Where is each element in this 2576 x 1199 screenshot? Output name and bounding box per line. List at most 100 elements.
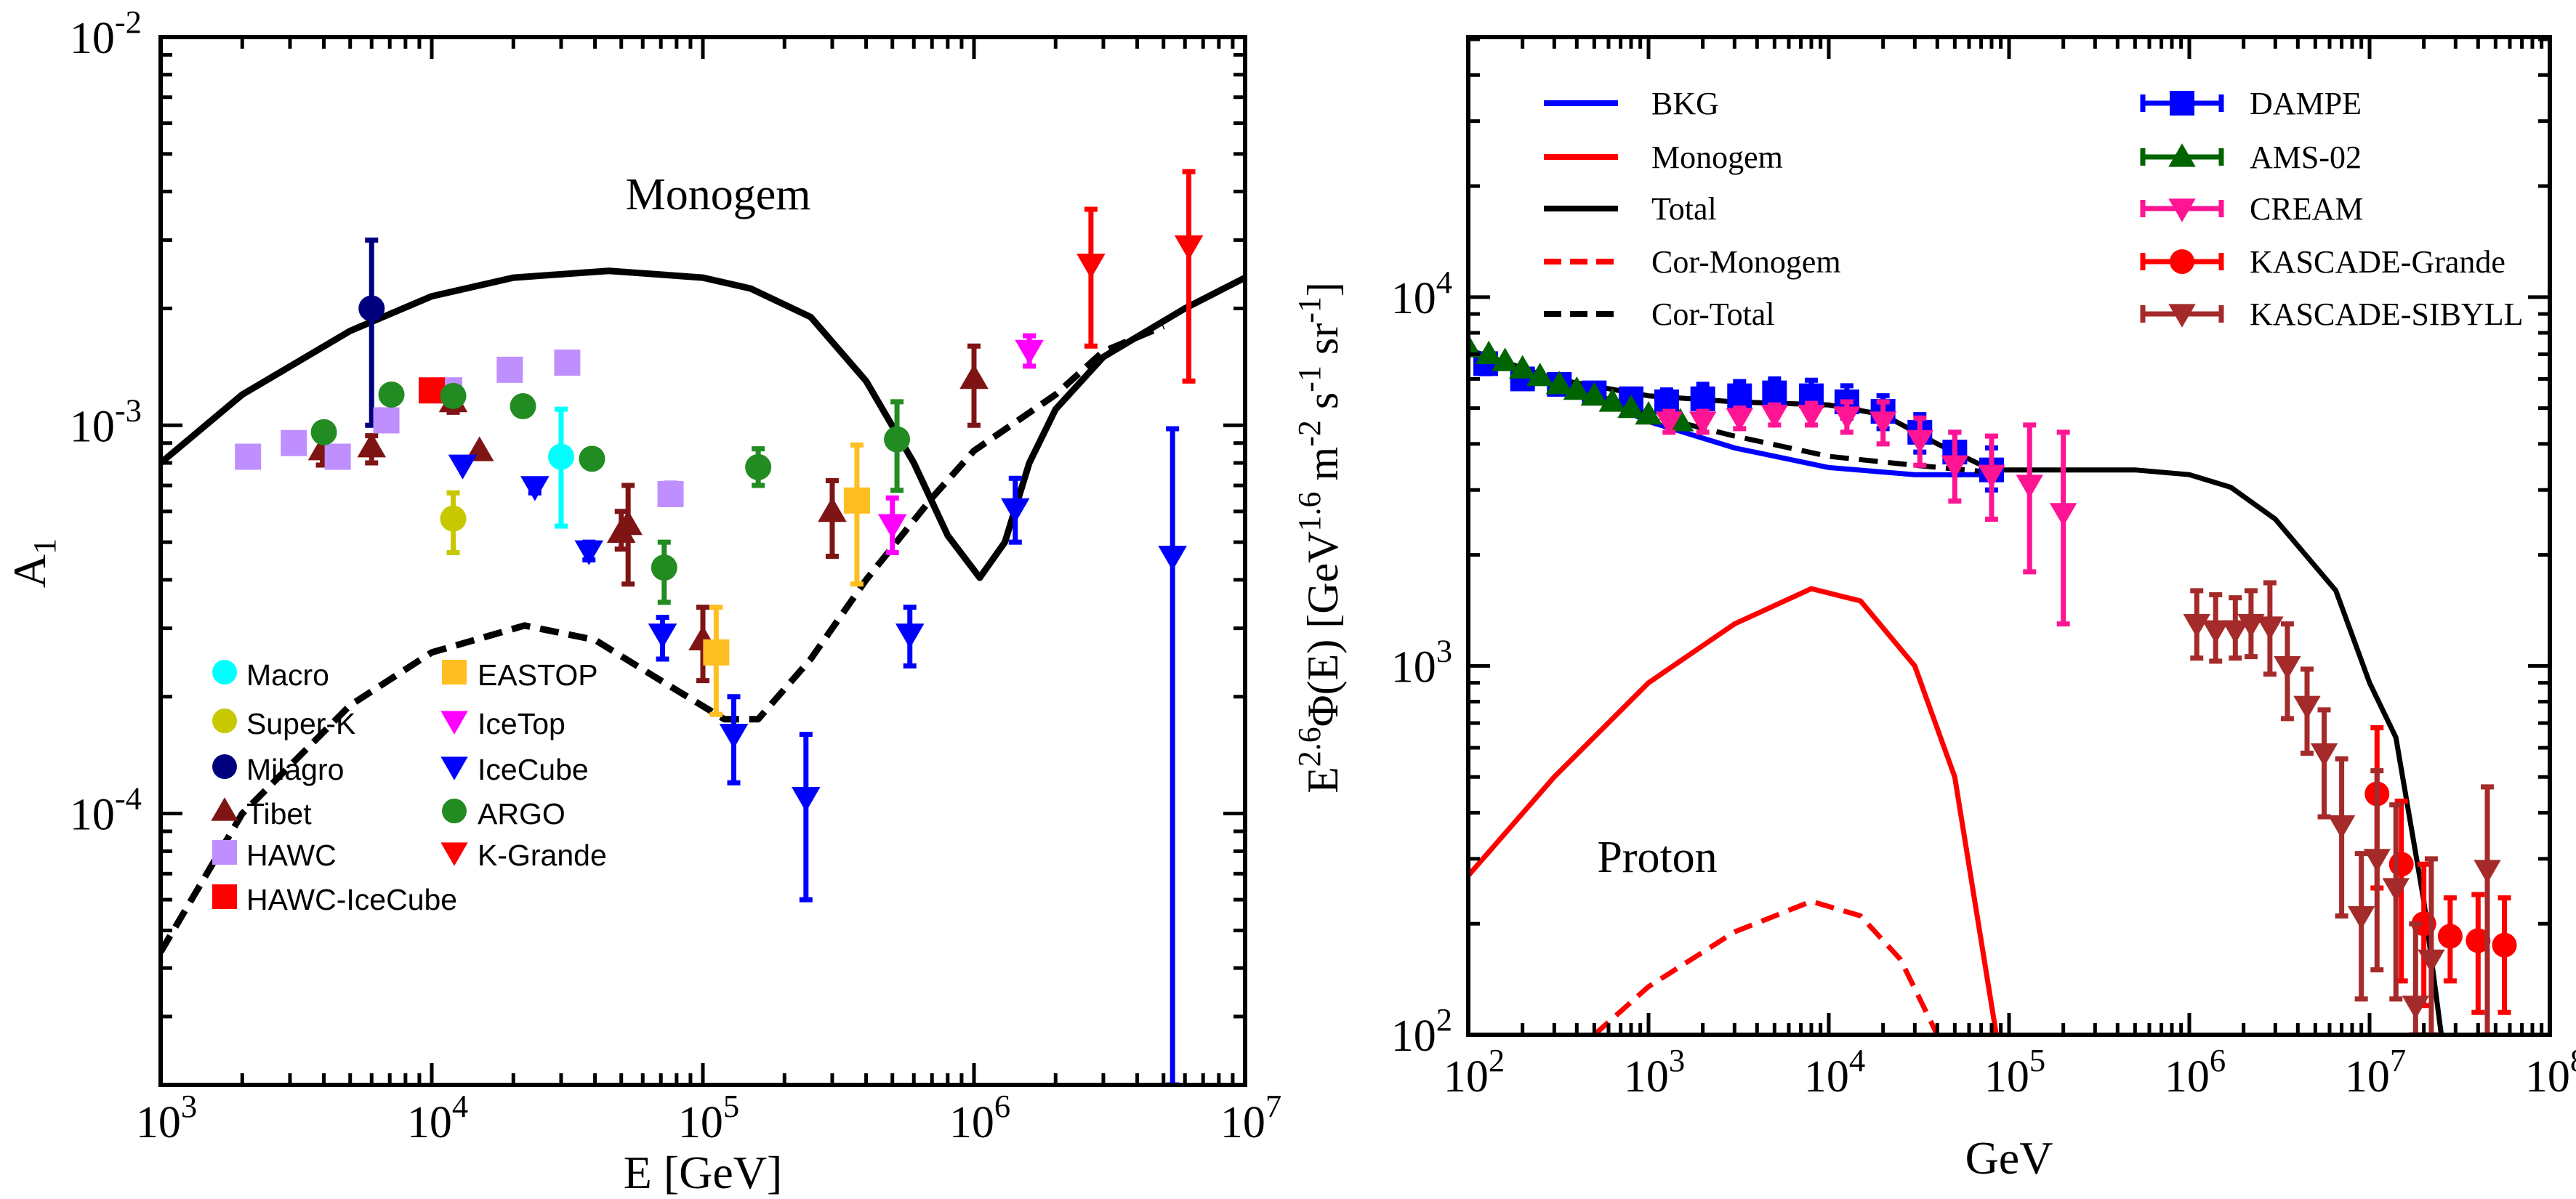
legend-item: Cor-Monogem bbox=[1544, 244, 1841, 280]
data-point bbox=[1526, 363, 1554, 387]
data-point bbox=[2049, 503, 2077, 527]
legend-item: Total bbox=[1544, 191, 1717, 227]
legend-item: Milagro bbox=[212, 753, 344, 786]
legend: BKG Monogem Total Cor-Monogem Cor-Total DAMPE… bbox=[1544, 86, 2523, 332]
data-point bbox=[554, 350, 581, 376]
legend-item: Macro bbox=[212, 658, 329, 692]
plot-area bbox=[1468, 334, 2517, 1035]
data-point bbox=[2237, 613, 2265, 638]
data-point bbox=[1563, 376, 1591, 400]
data-point bbox=[2016, 475, 2043, 498]
y-label-text: s bbox=[1299, 392, 1347, 420]
data-point bbox=[1475, 340, 1502, 365]
series-macro bbox=[547, 406, 574, 529]
tick-exponent: 7 bbox=[1265, 1088, 1281, 1124]
y-tick-label: 10-3 bbox=[70, 392, 142, 451]
data-point bbox=[703, 639, 730, 666]
annotation-proton: Proton bbox=[1597, 833, 1717, 882]
data-point bbox=[324, 443, 351, 470]
data-point bbox=[2382, 878, 2410, 902]
legend-item: Monogem bbox=[1544, 140, 1783, 175]
legend-marker bbox=[440, 711, 468, 735]
legend-item: BKG bbox=[1544, 86, 1719, 121]
data-point bbox=[1689, 411, 1717, 435]
data-point bbox=[1001, 498, 1030, 523]
tick-base: 10 bbox=[2165, 1052, 2210, 1102]
tick-exponent: -4 bbox=[115, 780, 142, 817]
tick-exponent: 8 bbox=[2570, 1042, 2576, 1078]
legend-marker bbox=[212, 884, 237, 909]
data-point bbox=[1869, 411, 1897, 435]
data-point bbox=[651, 554, 677, 581]
data-point bbox=[1598, 388, 1626, 412]
data-point bbox=[1906, 429, 1933, 454]
legend-item: K-Grande bbox=[440, 839, 607, 872]
tick-exponent: 4 bbox=[1436, 264, 1452, 300]
data-point bbox=[657, 480, 684, 507]
data-point bbox=[1076, 254, 1106, 279]
legend-label: Macro bbox=[246, 658, 329, 692]
series-icetop bbox=[877, 333, 1044, 555]
data-point bbox=[1015, 339, 1044, 365]
x-tick-label: 103 bbox=[1624, 1042, 1685, 1102]
data-point bbox=[510, 392, 536, 419]
series-tibet bbox=[307, 343, 989, 684]
legend-item: DAMPE bbox=[2140, 86, 2362, 121]
data-point bbox=[281, 429, 307, 456]
data-point bbox=[1978, 464, 2005, 488]
tick-exponent: 6 bbox=[994, 1088, 1010, 1124]
tick-base: 10 bbox=[70, 402, 115, 451]
tick-exponent: 3 bbox=[1436, 633, 1452, 669]
legend-item: Tibet bbox=[211, 797, 312, 831]
tick-exponent: 2 bbox=[1436, 1001, 1452, 1038]
y-label-superscript: -2 bbox=[1292, 420, 1327, 447]
data-point bbox=[2466, 928, 2491, 953]
y-axis-label: E2.6Φ(E) [GeV1.6 m-2 s-1 sr-1] bbox=[1292, 282, 1347, 794]
legend-label: IceTop bbox=[478, 707, 565, 740]
y-label-superscript: -1 bbox=[1292, 296, 1327, 323]
data-point bbox=[440, 382, 467, 409]
data-point bbox=[884, 426, 911, 453]
data-point bbox=[310, 419, 337, 445]
tick-base: 10 bbox=[2525, 1052, 2570, 1102]
data-point bbox=[2293, 695, 2321, 719]
data-point bbox=[448, 454, 478, 480]
series-hawc-icecube bbox=[419, 377, 445, 404]
data-point bbox=[1508, 355, 1537, 379]
data-point bbox=[2327, 815, 2356, 839]
legend-marker bbox=[2170, 91, 2194, 116]
legend-item: KASCADE-SIBYLL bbox=[2140, 296, 2523, 332]
legend-label: Tibet bbox=[246, 797, 312, 831]
x-tick-label: 103 bbox=[136, 1088, 197, 1147]
x-tick-label: 102 bbox=[1444, 1042, 1505, 1102]
y-label-superscript: 2.6 bbox=[1292, 727, 1327, 767]
legend-item: AMS-02 bbox=[2140, 140, 2362, 175]
x-axis-label: E [GeV] bbox=[624, 1147, 783, 1198]
annotation-monogem: Monogem bbox=[626, 170, 811, 219]
ticks bbox=[158, 37, 1245, 1087]
legend-item: EASTOP bbox=[442, 658, 598, 692]
data-point bbox=[574, 540, 604, 565]
tick-base: 10 bbox=[70, 791, 115, 840]
data-point bbox=[606, 517, 636, 543]
legend-label: HAWC-IceCube bbox=[246, 883, 457, 916]
y-tick-label: 103 bbox=[1391, 633, 1452, 693]
data-point bbox=[843, 487, 870, 514]
legend-label: Total bbox=[1651, 191, 1717, 227]
y-tick-label: 102 bbox=[1391, 1001, 1452, 1061]
y-label-superscript: 1.6 bbox=[1292, 491, 1327, 531]
data-point bbox=[357, 432, 387, 458]
tick-exponent: 4 bbox=[452, 1088, 468, 1124]
y-label-subscript: 1 bbox=[27, 538, 63, 554]
tick-base: 10 bbox=[1220, 1098, 1265, 1147]
legend-label: Super-K bbox=[246, 707, 355, 740]
data-point bbox=[895, 623, 925, 649]
legend-marker bbox=[212, 708, 237, 733]
legend-label: Milagro bbox=[246, 753, 344, 786]
data-point bbox=[959, 364, 989, 389]
data-point bbox=[1158, 546, 1187, 571]
legend-marker bbox=[212, 660, 237, 685]
data-point bbox=[2363, 849, 2391, 873]
legend-marker bbox=[212, 840, 237, 865]
